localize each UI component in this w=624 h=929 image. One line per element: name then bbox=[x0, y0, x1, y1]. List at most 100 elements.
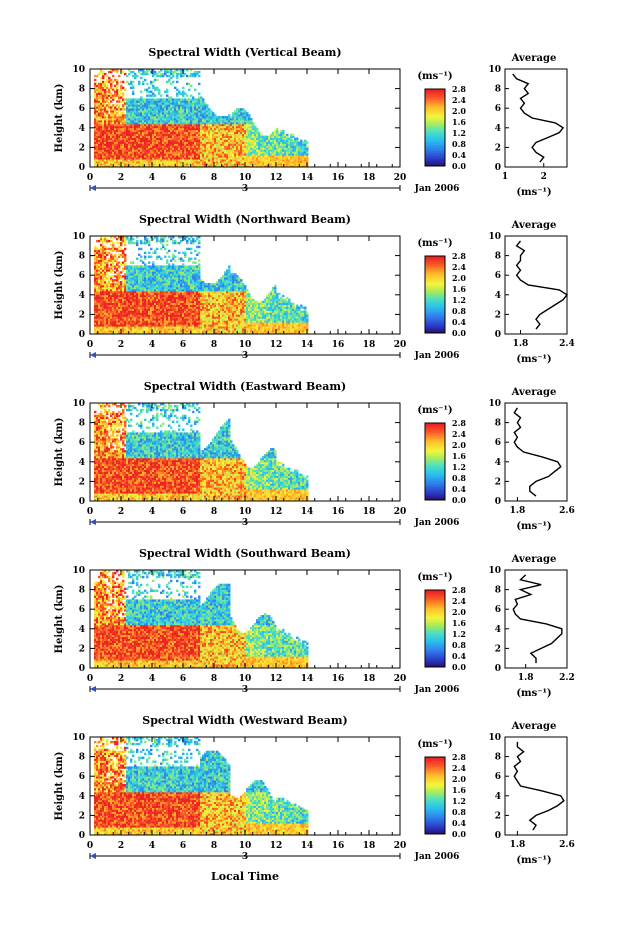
heatmap-cell bbox=[196, 161, 199, 164]
heatmap-cell bbox=[140, 108, 143, 111]
heatmap-cell bbox=[198, 141, 201, 144]
heatmap-cell bbox=[204, 159, 207, 162]
heatmap-cell bbox=[106, 121, 109, 125]
heatmap-cell bbox=[184, 125, 187, 129]
heatmap-cell bbox=[232, 147, 235, 150]
heatmap-cell bbox=[220, 157, 223, 160]
heatmap-cell bbox=[140, 163, 143, 166]
heatmap-cell bbox=[134, 116, 137, 119]
heatmap-cell bbox=[160, 108, 163, 111]
heatmap-cell bbox=[132, 129, 135, 133]
heatmap-cell bbox=[134, 135, 137, 138]
heatmap-cell bbox=[96, 127, 99, 131]
heatmap-cell bbox=[98, 84, 101, 88]
heatmap-cell bbox=[118, 135, 121, 138]
heatmap-cell bbox=[106, 159, 109, 162]
heatmap-cell bbox=[174, 114, 177, 117]
heatmap-cell bbox=[116, 129, 119, 133]
heatmap-cell bbox=[116, 116, 119, 119]
heatmap-cell bbox=[116, 104, 119, 107]
heatmap-cell bbox=[204, 137, 207, 140]
heatmap-cell bbox=[200, 125, 203, 129]
heatmap-cell bbox=[182, 119, 185, 123]
heatmap-cell bbox=[124, 137, 127, 140]
heatmap-cell bbox=[126, 108, 129, 111]
heatmap-cell bbox=[204, 145, 207, 148]
heatmap-cell bbox=[94, 145, 97, 148]
heatmap-cell bbox=[100, 141, 103, 144]
heatmap-cell bbox=[158, 121, 161, 125]
heatmap-cell bbox=[156, 129, 159, 133]
heatmap-cell bbox=[162, 143, 165, 146]
heatmap-cell bbox=[174, 69, 177, 72]
heatmap-cell bbox=[188, 108, 191, 111]
heatmap-cell bbox=[202, 110, 205, 113]
heatmap-cell bbox=[194, 141, 197, 144]
heatmap-cell bbox=[140, 76, 143, 80]
heatmap-cell bbox=[238, 137, 241, 140]
heatmap-cell bbox=[110, 137, 113, 140]
heatmap-cell bbox=[168, 123, 171, 127]
heatmap-cell bbox=[172, 80, 175, 84]
heatmap-cell bbox=[188, 82, 191, 86]
heatmap-cell bbox=[130, 86, 133, 89]
x-tick-label: 10 bbox=[239, 173, 252, 183]
heatmap-cell bbox=[132, 74, 135, 78]
heatmap-cell bbox=[122, 157, 125, 160]
heatmap-cell bbox=[158, 112, 161, 115]
heatmap-cell bbox=[162, 149, 165, 152]
heatmap-cell bbox=[102, 159, 105, 162]
heatmap-cell bbox=[306, 145, 309, 148]
heatmap-cell bbox=[216, 123, 219, 127]
heatmap-cell bbox=[196, 157, 199, 160]
heatmap-cell bbox=[198, 125, 201, 129]
heatmap-cell bbox=[132, 137, 135, 140]
heatmap-cell bbox=[170, 112, 173, 115]
heatmap-cell bbox=[150, 108, 153, 111]
heatmap-cell bbox=[118, 125, 121, 129]
heatmap-cell bbox=[144, 102, 147, 105]
heatmap-cell bbox=[150, 255, 153, 258]
heatmap-cell bbox=[110, 123, 113, 127]
heatmap-cell bbox=[128, 129, 131, 133]
heatmap-cell bbox=[148, 106, 151, 109]
heatmap-cell bbox=[142, 119, 145, 123]
heatmap-cell bbox=[200, 159, 203, 162]
heatmap-cell bbox=[176, 127, 179, 131]
heatmap-cell bbox=[98, 102, 101, 105]
heatmap-cell bbox=[180, 72, 183, 76]
heatmap-cell bbox=[156, 161, 159, 164]
heatmap-cell bbox=[152, 80, 155, 84]
heatmap-cell bbox=[212, 112, 215, 115]
heatmap-cell bbox=[180, 161, 183, 164]
heatmap-cell bbox=[130, 108, 133, 111]
heatmap-cell bbox=[134, 155, 137, 158]
heatmap-cell bbox=[152, 127, 155, 131]
heatmap-cell bbox=[174, 137, 177, 140]
heatmap-cell bbox=[144, 143, 147, 146]
heatmap-cell bbox=[102, 88, 105, 91]
heatmap-cell bbox=[222, 123, 225, 127]
heatmap-cell bbox=[172, 121, 175, 125]
heatmap-cell bbox=[206, 110, 209, 113]
heatmap-cell bbox=[184, 151, 187, 154]
heatmap-cell bbox=[180, 137, 183, 140]
heatmap-cell bbox=[198, 70, 201, 74]
heatmap-cell bbox=[166, 159, 169, 162]
heatmap-cell bbox=[122, 92, 125, 95]
heatmap-cell bbox=[156, 98, 159, 101]
heatmap-cell bbox=[94, 151, 97, 154]
heatmap-cell bbox=[112, 143, 115, 146]
y-tick-label: 10 bbox=[72, 65, 85, 75]
heatmap-cell bbox=[210, 149, 213, 152]
heatmap-cell bbox=[188, 104, 191, 107]
heatmap-cell bbox=[226, 161, 229, 164]
heatmap-cell bbox=[172, 108, 175, 111]
heatmap-cell bbox=[132, 116, 135, 119]
heatmap-cell bbox=[224, 149, 227, 152]
y-tick-label: 0 bbox=[79, 163, 85, 173]
heatmap-cell bbox=[238, 141, 241, 144]
heatmap-cell bbox=[180, 159, 183, 162]
panel-title: Spectral Width (Vertical Beam) bbox=[148, 46, 341, 59]
heatmap-cell bbox=[182, 102, 185, 105]
